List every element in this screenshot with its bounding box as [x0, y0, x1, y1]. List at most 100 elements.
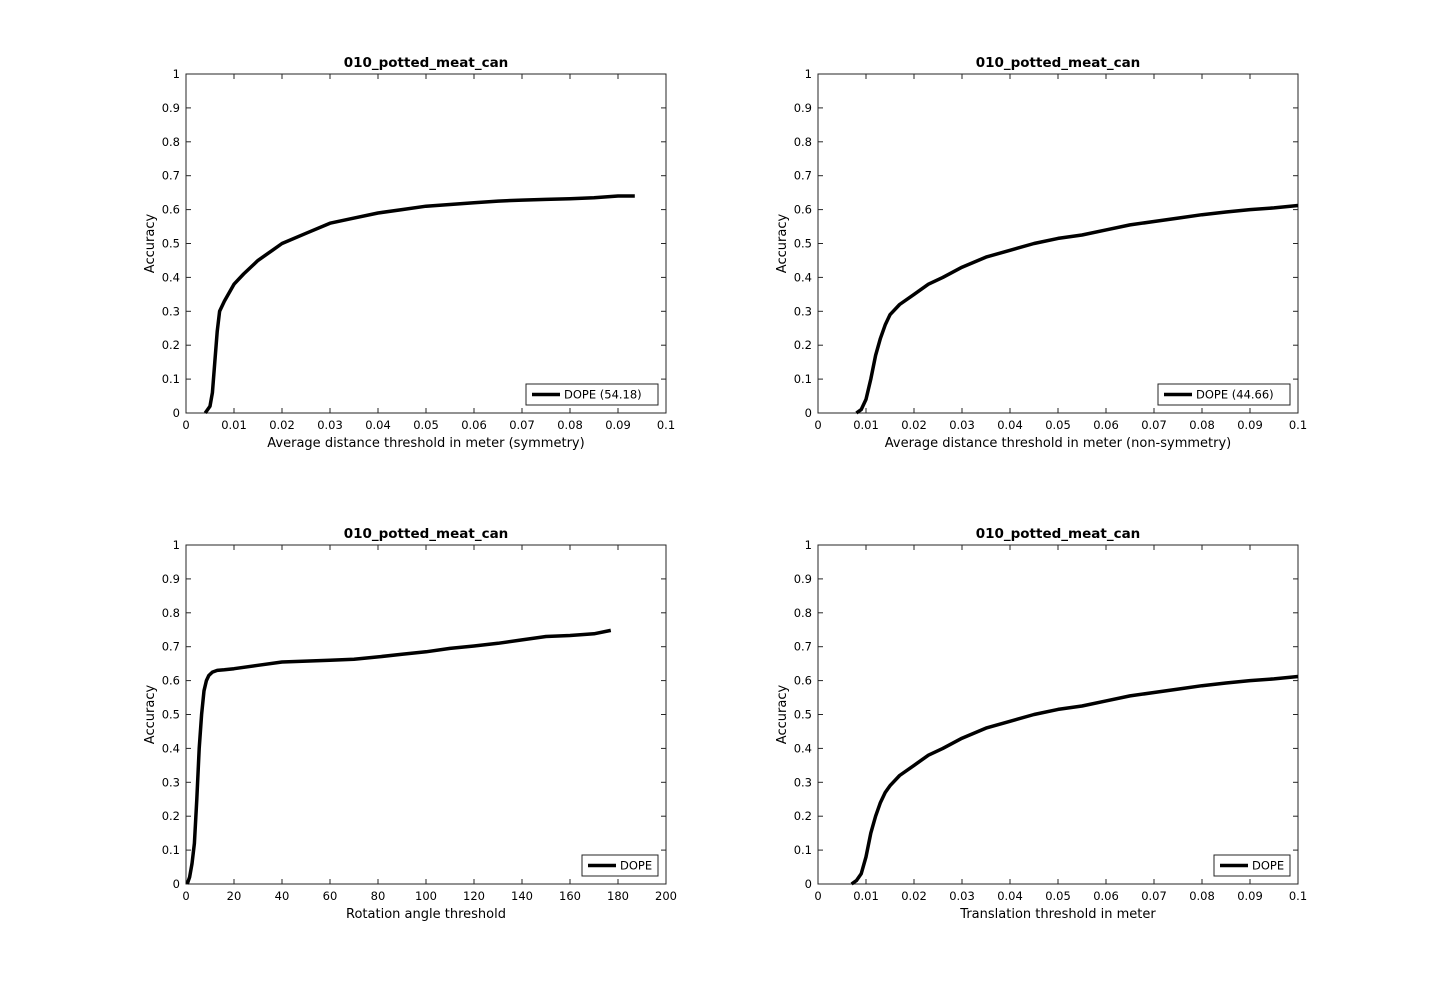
- x-axis-label: Average distance threshold in meter (sym…: [267, 436, 584, 451]
- x-tick-label: 0: [182, 889, 189, 903]
- x-tick-label: 0.03: [317, 418, 343, 432]
- legend: DOPE: [581, 854, 659, 877]
- x-tick-label: 0: [814, 418, 821, 432]
- y-axis-label: Accuracy: [143, 685, 158, 745]
- y-tick-label: 0.6: [794, 203, 812, 217]
- x-tick-label: 0.05: [1045, 418, 1071, 432]
- y-axis-label: Accuracy: [775, 214, 790, 274]
- x-tick-label: 0.06: [461, 418, 487, 432]
- x-tick-label: 0.05: [1045, 889, 1071, 903]
- x-tick-label: 140: [511, 889, 533, 903]
- y-tick-label: 0.7: [794, 169, 812, 183]
- y-tick-label: 0.4: [162, 741, 180, 755]
- legend-entry: DOPE: [620, 859, 652, 873]
- y-tick-label: 0.2: [162, 338, 180, 352]
- y-tick-label: 0.7: [794, 640, 812, 654]
- y-tick-label: 0.4: [162, 270, 180, 284]
- axes-box: [185, 544, 667, 885]
- x-tick-label: 160: [559, 889, 581, 903]
- y-tick-label: 0.6: [794, 674, 812, 688]
- legend-entry: DOPE: [1252, 859, 1284, 873]
- y-axis-label: Accuracy: [143, 214, 158, 274]
- y-tick-label: 0: [805, 877, 812, 891]
- y-tick-label: 0.8: [162, 606, 180, 620]
- x-tick-label: 0.08: [1189, 889, 1215, 903]
- y-tick-label: 0.9: [794, 101, 812, 115]
- series-line-1: [185, 628, 612, 885]
- x-tick-label: 100: [415, 889, 437, 903]
- series-line-1: [855, 203, 1299, 415]
- legend-box: [525, 383, 659, 406]
- y-tick-label: 0.3: [794, 775, 812, 789]
- y-tick-label: 0.2: [162, 809, 180, 823]
- plot-panel-1: 0 0.01 0.02 0.03 0.04 0.05 0.06 0.07 0.08 0.09 0.1…: [143, 55, 675, 451]
- plot-panel-2: 0 0.01 0.02 0.03 0.04 0.05 0.06 0.07 0.08 0.09 0.1…: [775, 55, 1307, 451]
- x-axis-label: Translation threshold in meter: [959, 907, 1156, 922]
- x-tick-label: 0: [814, 889, 821, 903]
- plot-title: 010_potted_meat_can: [344, 526, 509, 542]
- y-tick-label: 0.9: [162, 101, 180, 115]
- x-tick-label: 0.09: [605, 418, 631, 432]
- x-tick-label: 80: [371, 889, 386, 903]
- y-tick-label: 0.5: [162, 237, 180, 251]
- y-tick-label: 0: [805, 406, 812, 420]
- x-tick-label: 0.01: [853, 889, 879, 903]
- y-tick-label: 0.4: [794, 741, 812, 755]
- y-tick-label: 0.2: [794, 338, 812, 352]
- y-tick-label: 1: [173, 538, 180, 552]
- axes-box: [817, 73, 1299, 414]
- x-tick-label: 0.1: [1289, 418, 1307, 432]
- x-tick-label: 0.01: [221, 418, 247, 432]
- y-tick-label: 0: [173, 406, 180, 420]
- legend: DOPE: [1213, 854, 1291, 877]
- y-tick-label: 0.3: [162, 775, 180, 789]
- x-tick-label: 0.07: [1141, 889, 1167, 903]
- x-tick-label: 0.04: [365, 418, 391, 432]
- y-tick-label: 0.8: [162, 135, 180, 149]
- y-tick-label: 0.6: [162, 203, 180, 217]
- x-axis-label: Rotation angle threshold: [346, 907, 506, 922]
- y-tick-label: 1: [805, 538, 812, 552]
- x-tick-label: 0.04: [997, 889, 1023, 903]
- x-axis-label: Average distance threshold in meter (non…: [885, 436, 1232, 451]
- y-tick-label: 0.5: [794, 708, 812, 722]
- series-line-1: [850, 674, 1299, 886]
- x-tick-label: 0.03: [949, 889, 975, 903]
- plot-panel-4: 0 0.01 0.02 0.03 0.04 0.05 0.06 0.07 0.08 0.09 0.1…: [775, 526, 1307, 922]
- legend: DOPE (44.66): [1157, 383, 1291, 406]
- x-tick-label: 120: [463, 889, 485, 903]
- y-tick-label: 0.2: [794, 809, 812, 823]
- series-line-1: [203, 194, 635, 415]
- x-tick-label: 40: [275, 889, 290, 903]
- y-tick-label: 0.7: [162, 169, 180, 183]
- x-tick-label: 0.07: [509, 418, 535, 432]
- x-tick-label: 0.06: [1093, 418, 1119, 432]
- y-tick-label: 0.9: [794, 572, 812, 586]
- x-tick-label: 0.07: [1141, 418, 1167, 432]
- y-tick-label: 0.3: [794, 304, 812, 318]
- x-tick-label: 0.09: [1237, 418, 1263, 432]
- x-tick-label: 0.1: [1289, 889, 1307, 903]
- axes-box: [817, 544, 1299, 885]
- x-tick-label: 0.09: [1237, 889, 1263, 903]
- plot-panel-3: 0 20 40 60 80 100 120 140 160 180 200 0 0.1 0.2 0.3 0.4…: [143, 526, 677, 922]
- y-tick-label: 0.8: [794, 606, 812, 620]
- y-tick-label: 1: [173, 67, 180, 81]
- axes-box: [185, 73, 667, 414]
- x-tick-label: 0.06: [1093, 889, 1119, 903]
- y-tick-label: 0.1: [162, 843, 180, 857]
- x-tick-label: 0.03: [949, 418, 975, 432]
- y-tick-label: 0: [173, 877, 180, 891]
- x-tick-label: 180: [607, 889, 629, 903]
- y-tick-label: 0.4: [794, 270, 812, 284]
- x-tick-label: 60: [323, 889, 338, 903]
- x-tick-label: 0.04: [997, 418, 1023, 432]
- legend-box: [1157, 383, 1291, 406]
- y-tick-label: 0.6: [162, 674, 180, 688]
- x-tick-label: 0.08: [557, 418, 583, 432]
- x-tick-label: 0.02: [901, 889, 927, 903]
- legend-entry: DOPE (44.66): [1196, 388, 1274, 402]
- legend: DOPE (54.18): [525, 383, 659, 406]
- y-tick-label: 0.5: [794, 237, 812, 251]
